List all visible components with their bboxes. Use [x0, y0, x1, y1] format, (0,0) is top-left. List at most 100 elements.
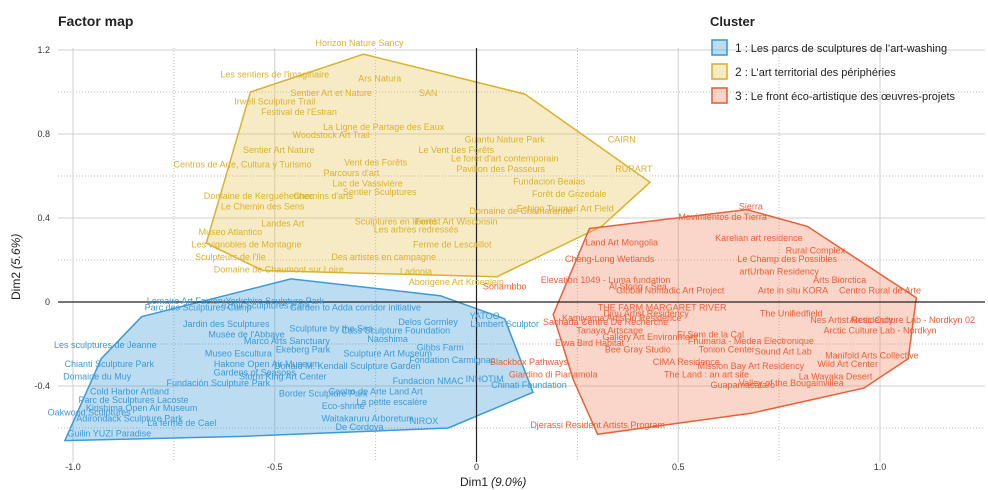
- point-label: El Som de la Cal: [677, 330, 744, 340]
- point-label: Les sentiers de l'imaginaire: [220, 69, 329, 79]
- point-label: Blackbox Pathways: [490, 357, 569, 367]
- x-tick-label: -1.0: [65, 462, 81, 472]
- point-label: Karelian art residence: [715, 233, 803, 243]
- point-label: Sentier Art Nature: [243, 145, 315, 155]
- axes: [58, 48, 985, 462]
- point-label: Lambert Sculptor: [470, 319, 539, 329]
- point-label: Echigo Tsumari Art Field: [517, 204, 614, 214]
- point-label: Chinati Foundation: [491, 380, 567, 390]
- point-label: Parc de Sculptures Lacoste: [78, 395, 188, 405]
- point-label: La petite escalère: [356, 397, 427, 407]
- point-label: Kirishima Open Air Museum: [86, 403, 198, 413]
- point-label: Rural Complex: [786, 246, 846, 256]
- point-label: Sculpture Art Museum: [343, 349, 432, 359]
- point-label: Border Sculpture Park: [279, 389, 368, 399]
- point-label: Tonion Center: [699, 344, 755, 354]
- point-label: Musée de l'Abbaye: [208, 330, 284, 340]
- legend-title: Cluster: [710, 14, 755, 29]
- point-label: artUrban Residency: [739, 267, 819, 277]
- cluster-hulls: [63, 53, 918, 442]
- point-label: Vent des Forêts: [344, 158, 408, 168]
- point-label: Parcours d'art: [324, 168, 380, 178]
- point-label: La Ligne de Partage des Eaux: [323, 122, 445, 132]
- point-label: Wild Art Center: [817, 359, 878, 369]
- point-label: Arte in situ: [758, 286, 801, 296]
- point-label: Waitakaruru Arboretum: [321, 414, 413, 424]
- point-label: Cass Sculpture Foundation: [342, 326, 451, 336]
- y-axis-label: Dim2(5.6%): [9, 234, 23, 300]
- point-label: Aborigène Art Kroenlein: [409, 277, 504, 287]
- grid: [58, 48, 985, 462]
- point-label: Bee Gray Studio: [605, 344, 671, 354]
- point-label: Les arbres redressés: [374, 225, 459, 235]
- y-tick-label: 0.8: [37, 129, 50, 139]
- point-label: CAIRN: [608, 134, 636, 144]
- point-label: Museo Escultura: [205, 349, 272, 359]
- chart-title: Factor map: [58, 13, 133, 29]
- legend-swatch-3: [711, 87, 728, 104]
- point-label: Fundacion NMAC: [393, 376, 465, 386]
- point-label: Global Nomadic Art Project: [616, 286, 725, 296]
- point-label: Arctic Culture Lab - Nordkyn 02: [850, 315, 976, 325]
- point-label: Sculpteurs de l'Ile: [195, 252, 266, 262]
- point-label: KORA: [803, 286, 829, 296]
- x-tick-label: 1.0: [874, 462, 887, 472]
- point-label: Festival de l'Estran: [261, 107, 337, 117]
- point-label: Ekeberg Park: [276, 344, 331, 354]
- point-label: Fundacion Beaias: [513, 176, 586, 186]
- x-tick-label: 0: [474, 462, 479, 472]
- point-label: Dinu Artist Residency: [603, 309, 689, 319]
- point-label: Gallery Art Environment: [602, 332, 698, 342]
- point-label: Giardino di Pianamola: [509, 370, 598, 380]
- point-label: Le forêt d'art contemporain: [451, 153, 558, 163]
- point-label: Sachada Centre De Recherche: [543, 317, 668, 327]
- point-label: Lac de Vassivière: [332, 179, 402, 189]
- point-label: Donald M. Kendall Sculpture Garden: [274, 361, 421, 371]
- point-label: Sierra: [739, 202, 763, 212]
- point-label: Sentier Sculptures: [343, 187, 417, 197]
- point-label: Marco Arts Sanctuary: [244, 336, 331, 346]
- point-label: Fundación Sculpture Park: [167, 378, 271, 388]
- point-label: Domaine du Muy: [63, 372, 132, 382]
- point-label: Forest Art Wisconsin: [415, 216, 498, 226]
- point-label: Ladonia: [400, 267, 432, 277]
- point-label: Eco-shrine: [322, 401, 365, 411]
- point-label: Guilin YUZI Paradise: [67, 428, 151, 438]
- point-label: Al Storig - Sea: [609, 281, 667, 291]
- point-label: Parc des Sculptures Camp: [145, 302, 252, 312]
- legend-entry-2: 2: L’art territorial des périphéries: [735, 65, 896, 79]
- point-label: Movimientos de Tierra: [678, 212, 767, 222]
- point-label: Valley of the Bougainvillea: [739, 378, 844, 388]
- point-label: Irwell Sculpture Trail: [234, 97, 315, 107]
- point-label: Guapamacataro: [711, 380, 776, 390]
- point-label: CIMA Residence: [653, 357, 720, 367]
- point-label: Horizon Nature Sancy: [315, 38, 404, 48]
- point-label: Izmir Sculptures Park: [224, 300, 310, 310]
- point-label: Centros de Arte, Cultura y Turismo: [173, 160, 311, 170]
- point-label: Elevation 1049 - Luma fundation: [541, 275, 671, 285]
- point-label: De Cordova: [335, 422, 383, 432]
- point-label: Centro Rural de Arte: [839, 286, 921, 296]
- point-label: Storm King Art Center: [239, 372, 327, 382]
- point-label: Les sculptures de Jeanne: [54, 340, 157, 350]
- legend-entry-3: 3: Le front éco-artistique des œuvres-pr…: [735, 89, 955, 103]
- legend: Cluster 1: Les parcs de sculptures de l’…: [710, 14, 955, 104]
- point-label: Garden to Adda corridor initiative: [290, 302, 421, 312]
- point-label: Tanaya Artscape: [576, 326, 643, 336]
- point-label: Oakwood Sculptures: [48, 407, 132, 417]
- point-label: Arctic Culture Lab - Nordkyn: [823, 326, 936, 336]
- point-label: The Unifiedfield: [760, 309, 823, 319]
- point-label: INHOTIM: [466, 374, 504, 384]
- point-label: Sound Art Lab: [755, 347, 812, 357]
- point-label: Naoshima: [367, 334, 408, 344]
- y-tick-label: 1.2: [37, 45, 50, 55]
- point-label: Forêt de Grizedale: [532, 189, 607, 199]
- point-label: Domaine de Kerguéhennec: [204, 191, 314, 201]
- point-label: Les vignobles de Montagne: [191, 239, 301, 249]
- point-label: Nes Artist Residency: [810, 315, 894, 325]
- legend-entry-1: 1: Les parcs de sculptures de l’art-wash…: [735, 41, 947, 55]
- point-label: Cold Harbor Artland: [90, 386, 169, 396]
- y-tick-label: -0.4: [34, 381, 50, 391]
- cluster-hull-3: [552, 208, 918, 436]
